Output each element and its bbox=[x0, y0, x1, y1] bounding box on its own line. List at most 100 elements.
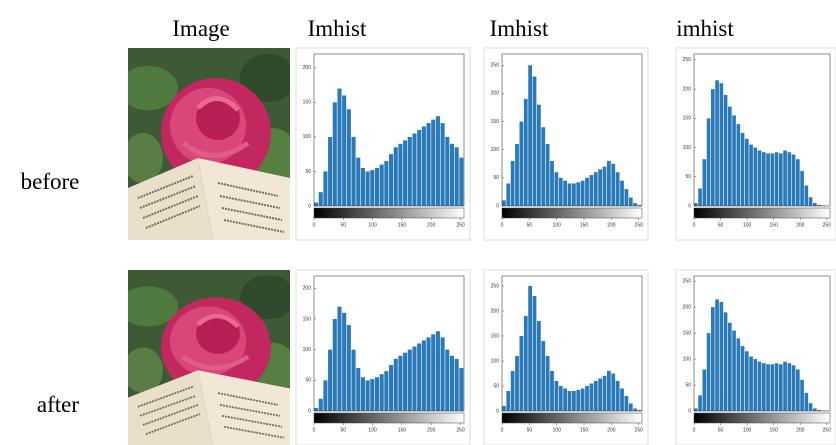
x-tick-label: 250 bbox=[635, 427, 644, 433]
bar bbox=[422, 127, 426, 206]
bar bbox=[394, 147, 398, 206]
x-tick-label: 200 bbox=[607, 427, 616, 433]
bar bbox=[417, 130, 421, 206]
bar bbox=[455, 359, 459, 411]
x-tick-label: 50 bbox=[341, 427, 347, 433]
bar bbox=[572, 183, 576, 206]
bar bbox=[524, 99, 528, 206]
bar bbox=[361, 168, 365, 206]
bar bbox=[707, 333, 711, 411]
colorbar bbox=[314, 208, 464, 218]
x-tick-label: 100 bbox=[553, 427, 562, 433]
y-tick-label: 100 bbox=[303, 134, 312, 140]
bar bbox=[555, 381, 559, 411]
y-tick-label: 50 bbox=[493, 175, 499, 181]
y-tick-label: 250 bbox=[491, 63, 500, 69]
bar bbox=[323, 380, 327, 411]
bar bbox=[337, 89, 341, 206]
bar bbox=[792, 365, 796, 411]
column-header: Imhist bbox=[490, 16, 549, 41]
bar bbox=[459, 368, 463, 411]
bar bbox=[319, 399, 323, 411]
bar bbox=[394, 359, 398, 411]
x-tick-label: 100 bbox=[743, 222, 752, 228]
x-tick-label: 100 bbox=[368, 222, 377, 228]
y-tick-label: 150 bbox=[491, 333, 500, 339]
x-tick-label: 100 bbox=[743, 427, 752, 433]
bar bbox=[590, 175, 594, 206]
bar bbox=[550, 371, 554, 411]
bar bbox=[352, 137, 356, 206]
y-tick-label: 200 bbox=[491, 308, 500, 314]
column-header: Image bbox=[172, 16, 229, 41]
y-tick-label: 150 bbox=[683, 116, 692, 122]
bar bbox=[333, 319, 337, 411]
bar bbox=[616, 381, 620, 411]
bar bbox=[563, 389, 567, 412]
bar bbox=[745, 351, 749, 411]
bar bbox=[737, 338, 741, 411]
bar bbox=[380, 374, 384, 411]
bar bbox=[779, 153, 783, 206]
bar bbox=[715, 299, 719, 411]
bar bbox=[370, 170, 374, 206]
bar bbox=[809, 403, 813, 411]
bar bbox=[455, 147, 459, 206]
bar bbox=[389, 154, 393, 206]
x-tick-label: 0 bbox=[313, 427, 316, 433]
bar bbox=[796, 369, 800, 411]
bar bbox=[356, 158, 360, 206]
bar bbox=[356, 368, 360, 411]
y-tick-label: 0 bbox=[308, 203, 311, 209]
x-tick-label: 200 bbox=[427, 427, 436, 433]
bar bbox=[568, 391, 572, 411]
bar bbox=[625, 396, 629, 411]
bar bbox=[537, 321, 541, 411]
bar bbox=[805, 393, 809, 411]
bar bbox=[800, 380, 804, 411]
x-tick-label: 50 bbox=[341, 222, 347, 228]
bar bbox=[762, 152, 766, 206]
bar bbox=[515, 356, 519, 411]
column-header: Imhist bbox=[308, 16, 367, 41]
bar bbox=[520, 336, 524, 411]
bar bbox=[585, 178, 589, 206]
y-tick-label: 0 bbox=[688, 203, 691, 209]
bar bbox=[741, 346, 745, 411]
bar bbox=[314, 408, 318, 411]
bar bbox=[389, 365, 393, 411]
y-tick-label: 150 bbox=[303, 100, 312, 106]
bar bbox=[328, 350, 332, 411]
y-tick-label: 200 bbox=[303, 286, 312, 292]
bar bbox=[436, 331, 440, 411]
y-tick-label: 100 bbox=[683, 145, 692, 151]
bar bbox=[633, 203, 637, 206]
bar bbox=[611, 164, 615, 206]
bar bbox=[506, 391, 510, 411]
x-tick-label: 0 bbox=[501, 427, 504, 433]
bar bbox=[337, 307, 341, 411]
bar bbox=[720, 302, 724, 411]
bar bbox=[775, 363, 779, 411]
colorbar bbox=[694, 208, 830, 218]
bar bbox=[384, 161, 388, 206]
bar bbox=[333, 102, 337, 206]
bar bbox=[758, 362, 762, 411]
bar bbox=[398, 144, 402, 206]
x-tick-label: 250 bbox=[635, 222, 644, 228]
bar bbox=[788, 363, 792, 411]
bar bbox=[585, 386, 589, 411]
x-tick-label: 200 bbox=[427, 222, 436, 228]
bar bbox=[766, 364, 770, 411]
bar bbox=[783, 362, 787, 411]
bar bbox=[711, 307, 715, 411]
y-tick-label: 250 bbox=[683, 279, 692, 285]
bar bbox=[347, 109, 351, 206]
y-tick-label: 100 bbox=[491, 358, 500, 364]
x-tick-label: 150 bbox=[398, 222, 407, 228]
bar bbox=[737, 124, 741, 206]
bar bbox=[555, 172, 559, 206]
bar bbox=[805, 186, 809, 206]
x-tick-label: 0 bbox=[693, 222, 696, 228]
y-tick-label: 200 bbox=[303, 65, 312, 71]
